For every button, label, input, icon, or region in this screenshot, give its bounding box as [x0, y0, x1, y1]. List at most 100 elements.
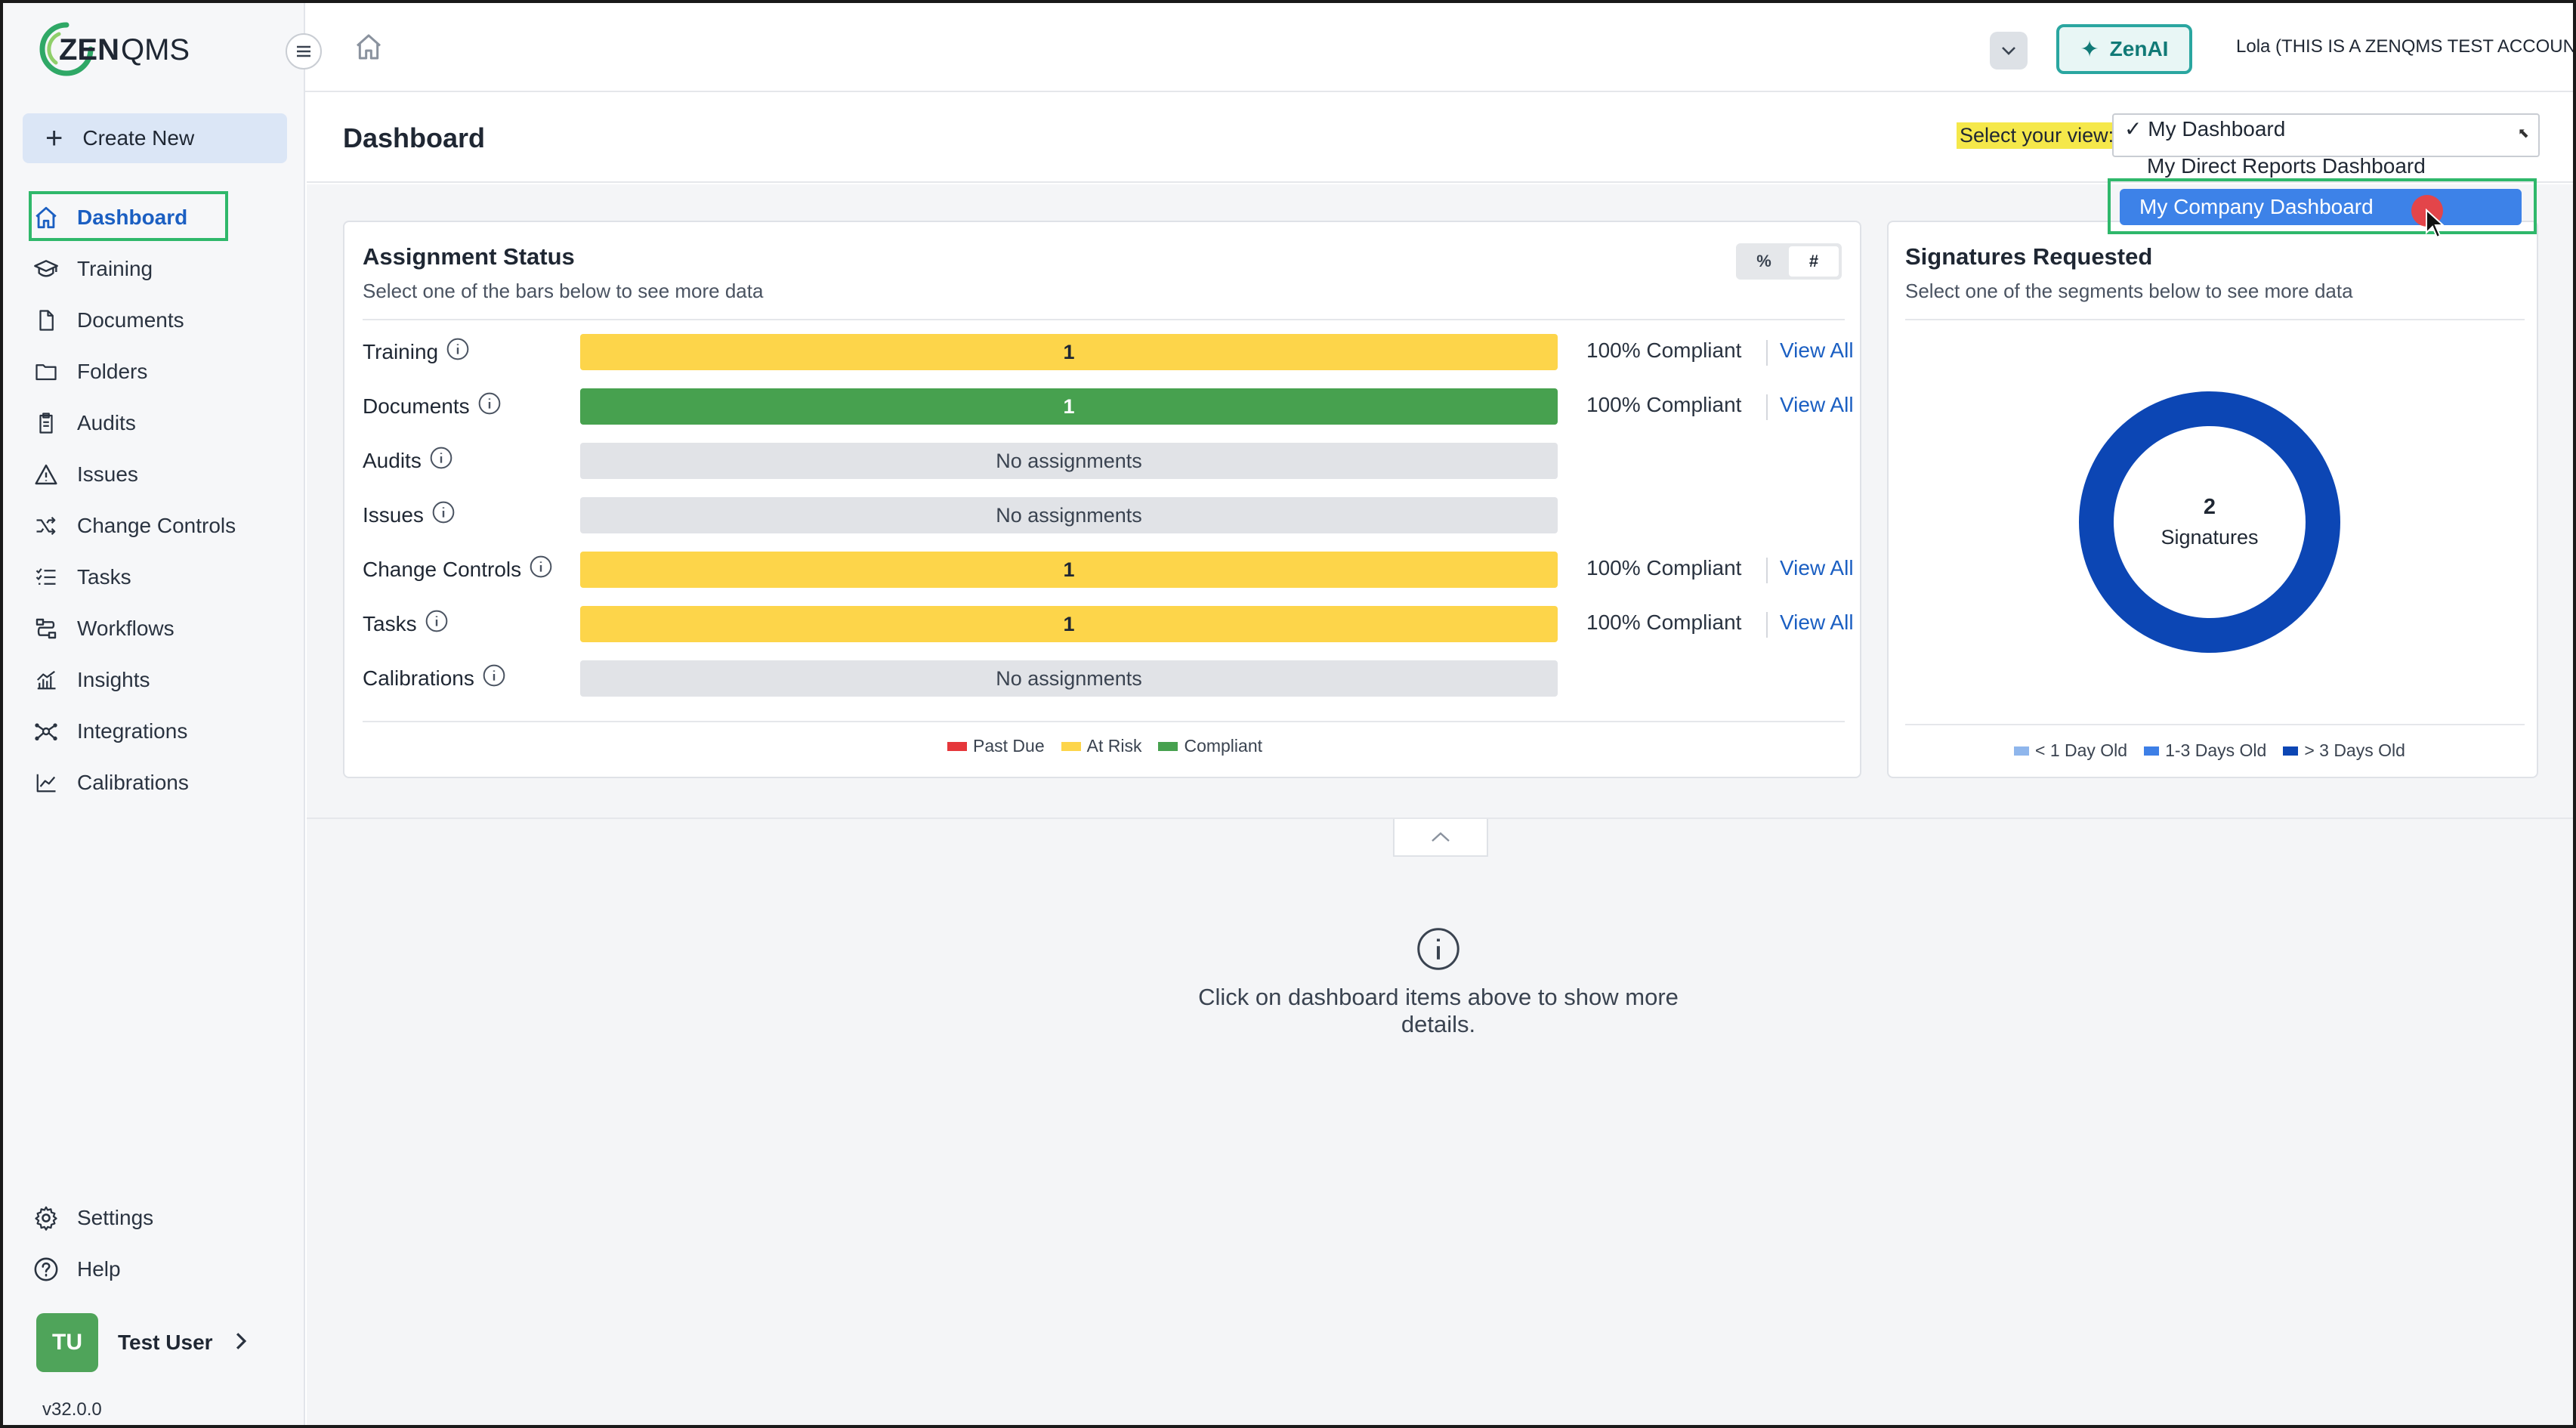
info-icon[interactable]: [529, 555, 553, 584]
home-icon: [30, 202, 62, 233]
zenqms-logo[interactable]: ZEN QMS: [36, 15, 218, 83]
dashboard-header: Dashboard Select your view: ⬉: [307, 94, 2573, 183]
view-all-change-controls-link[interactable]: View All: [1780, 556, 1854, 580]
view-all-tasks-link[interactable]: View All: [1780, 610, 1854, 634]
info-icon[interactable]: [477, 391, 502, 421]
select-arrow-icon: ⬉: [2517, 125, 2529, 141]
view-all-training-link[interactable]: View All: [1780, 338, 1854, 362]
divider: [1905, 724, 2525, 725]
sidebar-item-audits[interactable]: Audits: [30, 402, 136, 444]
bar-documents[interactable]: 1: [580, 388, 1558, 425]
separator: [1766, 558, 1768, 583]
legend-swatch-gt-3-days: [2283, 746, 2299, 756]
legend-swatch-1-3-days: [2144, 746, 2160, 756]
toggle-percent[interactable]: %: [1756, 252, 1771, 270]
sidebar-item-training[interactable]: Training: [30, 248, 153, 290]
info-icon[interactable]: [429, 446, 453, 475]
dropdown-option-my-dashboard[interactable]: ✓ My Dashboard: [2124, 117, 2286, 141]
sidebar-item-insights[interactable]: Insights: [30, 659, 150, 701]
signatures-donut-chart[interactable]: 2 Signatures: [2077, 390, 2342, 654]
info-icon[interactable]: [482, 663, 506, 693]
separator: [1766, 340, 1768, 366]
info-icon[interactable]: [446, 337, 470, 366]
bar-tasks[interactable]: 1: [580, 606, 1558, 642]
sidebar-item-integrations[interactable]: Integrations: [30, 710, 187, 753]
sidebar-item-issues[interactable]: Issues: [30, 453, 138, 496]
sidebar-item-settings[interactable]: Settings: [30, 1197, 153, 1239]
sidebar-item-documents[interactable]: Documents: [30, 299, 184, 342]
row-label-tasks[interactable]: Tasks: [363, 609, 449, 638]
document-icon: [30, 304, 62, 336]
bar-calibrations[interactable]: No assignments: [580, 660, 1558, 697]
help-label: Help: [77, 1257, 121, 1281]
compliance-documents: 100% Compliant: [1586, 393, 1742, 416]
sidebar-item-folders[interactable]: Folders: [30, 351, 147, 393]
donut-segment-over-3-days[interactable]: [2079, 391, 2340, 653]
sidebar: ZEN QMS + Create New Dashboard Training: [3, 3, 305, 1425]
bar-issues[interactable]: No assignments: [580, 497, 1558, 533]
line-chart-icon: [30, 767, 62, 799]
row-label-change-controls[interactable]: Change Controls: [363, 555, 553, 584]
bar-training[interactable]: 1: [580, 334, 1558, 370]
bar-change-controls[interactable]: 1: [580, 552, 1558, 588]
sparkle-icon: ✦: [2080, 36, 2099, 62]
row-label-text: Issues: [363, 502, 424, 527]
row-label-text: Documents: [363, 394, 470, 418]
view-all-documents-link[interactable]: View All: [1780, 393, 1854, 416]
row-label-audits[interactable]: Audits: [363, 446, 453, 475]
donut-total: 2: [2203, 495, 2216, 519]
app-version: v32.0.0: [42, 1399, 102, 1420]
row-label-text: Tasks: [363, 611, 417, 635]
insights-chart-icon: [30, 664, 62, 696]
row-label-text: Training: [363, 339, 439, 363]
zenai-button[interactable]: ✦ ZenAI: [2056, 24, 2192, 74]
sidebar-item-workflows[interactable]: Workflows: [30, 607, 175, 650]
legend-label: 1-3 Days Old: [2165, 740, 2267, 760]
sidebar-item-tasks[interactable]: Tasks: [30, 556, 131, 598]
collapse-panel-button[interactable]: [1393, 819, 1488, 857]
view-select[interactable]: ⬉: [2112, 113, 2540, 157]
assignment-status-card: Assignment Status Select one of the bars…: [343, 221, 1861, 778]
logo-text-zen: ZEN: [59, 33, 119, 66]
sidebar-item-dashboard[interactable]: Dashboard: [30, 196, 187, 239]
info-icon[interactable]: [431, 500, 456, 530]
row-label-calibrations[interactable]: Calibrations: [363, 663, 506, 693]
divider: [1905, 319, 2525, 320]
legend-swatch-compliant: [1158, 741, 1178, 751]
bar-audits[interactable]: No assignments: [580, 443, 1558, 479]
row-label-text: Audits: [363, 448, 422, 472]
view-select-label: Select your view:: [1957, 122, 2117, 149]
toggle-count[interactable]: #: [1789, 246, 1839, 277]
signatures-legend: < 1 Day Old 1-3 Days Old > 3 Days Old: [2014, 740, 2405, 761]
info-icon[interactable]: [425, 609, 449, 638]
dropdown-option-company-dashboard[interactable]: My Company Dashboard: [2120, 189, 2522, 225]
separator: [1766, 394, 1768, 420]
hamburger-menu-button[interactable]: [286, 33, 322, 70]
user-profile-button[interactable]: TU Test User: [36, 1313, 248, 1372]
signatures-requested-card: Signatures Requested Select one of the s…: [1887, 221, 2538, 778]
legend-swatch-past-due: [947, 741, 967, 751]
company-dashboard-highlight-box: [2108, 178, 2537, 234]
assignment-legend: Past Due At Risk Compliant: [947, 736, 1262, 756]
sidebar-item-change-controls[interactable]: Change Controls: [30, 505, 236, 547]
dropdown-option-direct-reports[interactable]: My Direct Reports Dashboard: [2147, 154, 2426, 178]
home-icon[interactable]: [354, 32, 384, 66]
sidebar-item-label: Workflows: [77, 617, 175, 640]
folder-icon: [30, 356, 62, 388]
row-label-training[interactable]: Training: [363, 337, 470, 366]
account-name[interactable]: Lola (THIS IS A ZENQMS TEST ACCOUNT): [2236, 36, 2576, 57]
create-new-button[interactable]: + Create New: [23, 113, 287, 163]
mouse-pointer-icon: [2425, 208, 2446, 243]
row-label-issues[interactable]: Issues: [363, 500, 456, 530]
assignment-status-title: Assignment Status: [363, 243, 575, 270]
sidebar-item-label: Dashboard: [77, 206, 188, 229]
legend-label: < 1 Day Old: [2035, 740, 2128, 760]
workflow-icon: [30, 613, 62, 644]
sidebar-item-calibrations[interactable]: Calibrations: [30, 762, 189, 804]
signatures-title: Signatures Requested: [1905, 243, 2153, 270]
notifications-dropdown-button[interactable]: [1990, 32, 2028, 70]
sidebar-item-help[interactable]: Help: [30, 1248, 121, 1290]
chevron-up-icon: [1432, 832, 1450, 842]
row-label-documents[interactable]: Documents: [363, 391, 502, 421]
view-dropdown-list: ✓ My Dashboard My Direct Reports Dashboa…: [2111, 115, 2531, 230]
